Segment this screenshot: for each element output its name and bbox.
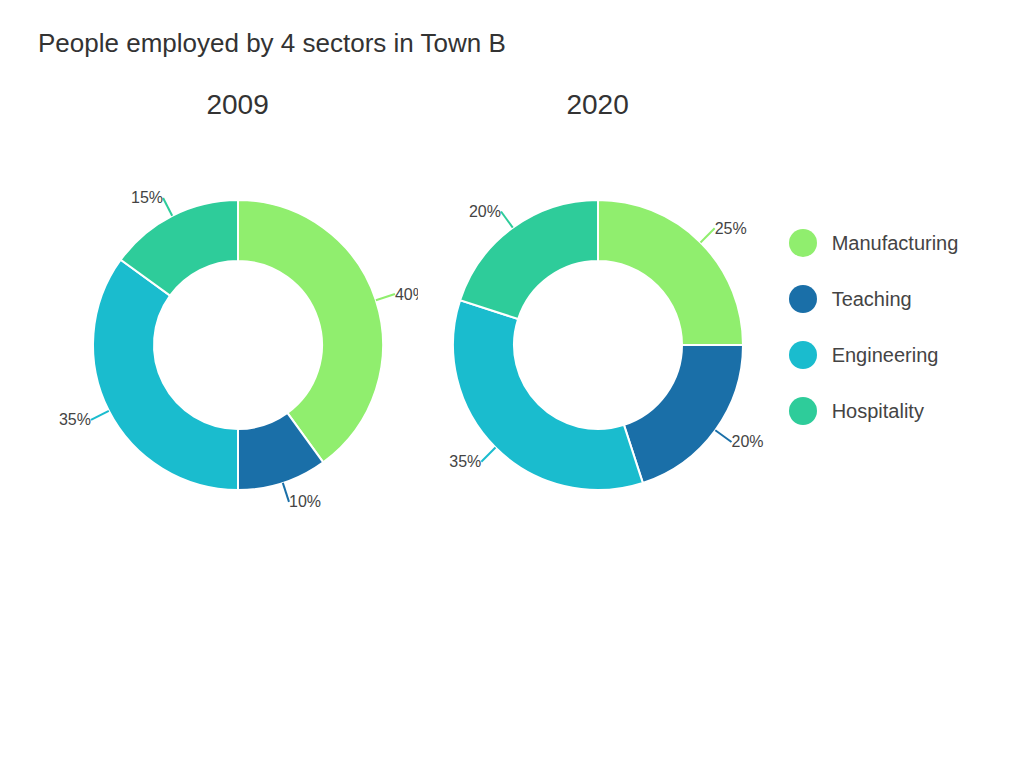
svg-text:35%: 35% <box>449 453 481 470</box>
svg-text:20%: 20% <box>469 203 501 220</box>
html-text:Manufacturing: Manufacturing <box>831 231 959 254</box>
svg-text:20%: 20% <box>731 433 763 450</box>
html-text:Engineering: Engineering <box>831 343 939 366</box>
html-text:2020: 2020 <box>566 89 629 120</box>
svg-text:15%: 15% <box>131 189 163 206</box>
html-text:Teaching: Teaching <box>831 287 912 310</box>
html-text:2009: 2009 <box>206 89 269 120</box>
svg-text:35%: 35% <box>59 411 91 428</box>
svg-text:10%: 10% <box>289 493 321 510</box>
svg-text:25%: 25% <box>714 220 746 237</box>
svg-text:40%: 40% <box>395 286 418 303</box>
html-text:People employed by 4 sectors i: People employed by 4 sectors in Town B <box>38 28 506 58</box>
html-text:Hospitality: Hospitality <box>831 399 924 422</box>
